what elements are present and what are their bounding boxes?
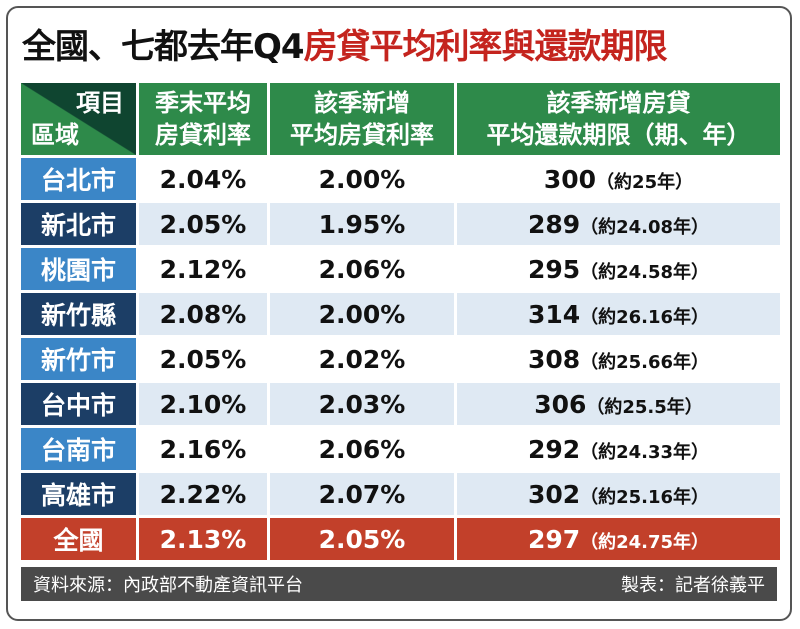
- new-rate-cell: 2.05%: [270, 518, 454, 560]
- rate-cell: 2.12%: [139, 248, 267, 290]
- new-rate-cell: 2.00%: [270, 293, 454, 335]
- rate-cell: 2.13%: [139, 518, 267, 560]
- rate-cell: 2.04%: [139, 158, 267, 200]
- table-row: 新竹縣 2.08% 2.00% 314（約26.16年）: [21, 293, 780, 335]
- header-col2-line1: 該季新增: [314, 89, 410, 117]
- years-value: （約25年）: [596, 171, 694, 193]
- corner-region-label: 區域: [31, 121, 79, 149]
- years-value: （約24.33年）: [580, 441, 710, 463]
- header-repayment-term: 該季新增房貸 平均還款期限（期、年）: [457, 83, 780, 155]
- table-row: 高雄市 2.22% 2.07% 302（約25.16年）: [21, 473, 780, 515]
- rate-cell: 2.10%: [139, 383, 267, 425]
- table-row: 桃園市 2.12% 2.06% 295（約24.58年）: [21, 248, 780, 290]
- header-col1-line2: 房貸利率: [155, 121, 251, 149]
- rate-cell: 2.22%: [139, 473, 267, 515]
- table-row: 台南市 2.16% 2.06% 292（約24.33年）: [21, 428, 780, 470]
- rate-cell: 2.05%: [139, 338, 267, 380]
- header-col2-line2: 平均房貸利率: [290, 121, 434, 149]
- mortgage-table: 項目 區域 季末平均 房貸利率 該季新增 平均房貸利率 該季新增房貸 平均還款期…: [18, 80, 783, 563]
- region-cell: 高雄市: [21, 473, 136, 515]
- term-cell: 300（約25年）: [457, 158, 780, 200]
- periods-value: 300: [543, 164, 597, 194]
- term-cell: 306（約25.5年）: [457, 383, 780, 425]
- header-row: 項目 區域 季末平均 房貸利率 該季新增 平均房貸利率 該季新增房貸 平均還款期…: [21, 83, 780, 155]
- region-cell: 全國: [21, 518, 136, 560]
- table-row: 台中市 2.10% 2.03% 306（約25.5年）: [21, 383, 780, 425]
- new-rate-cell: 2.06%: [270, 248, 454, 290]
- years-value: （約24.08年）: [580, 216, 710, 238]
- term-cell: 308（約25.66年）: [457, 338, 780, 380]
- term-cell: 292（約24.33年）: [457, 428, 780, 470]
- rate-cell: 2.05%: [139, 203, 267, 245]
- new-rate-cell: 2.00%: [270, 158, 454, 200]
- region-cell: 台中市: [21, 383, 136, 425]
- region-cell: 新北市: [21, 203, 136, 245]
- table-row: 台北市 2.04% 2.00% 300（約25年）: [21, 158, 780, 200]
- page-title: 全國、七都去年Q4 房貸平均利率與還款期限: [22, 14, 668, 72]
- new-rate-cell: 2.03%: [270, 383, 454, 425]
- rate-cell: 2.16%: [139, 428, 267, 470]
- years-value: （約24.75年）: [580, 531, 710, 553]
- region-cell: 台北市: [21, 158, 136, 200]
- credit-note: 製表：記者徐義平: [621, 575, 765, 596]
- source-note: 資料來源：內政部不動產資訊平台: [33, 575, 303, 596]
- region-cell: 桃園市: [21, 248, 136, 290]
- periods-value: 308: [527, 344, 581, 374]
- new-rate-cell: 2.06%: [270, 428, 454, 470]
- term-cell: 314（約26.16年）: [457, 293, 780, 335]
- term-cell: 295（約24.58年）: [457, 248, 780, 290]
- region-cell: 新竹市: [21, 338, 136, 380]
- years-value: （約25.5年）: [586, 396, 703, 418]
- periods-value: 314: [527, 299, 581, 329]
- corner-header: 項目 區域: [21, 83, 136, 155]
- years-value: （約25.66年）: [580, 351, 710, 373]
- region-cell: 新竹縣: [21, 293, 136, 335]
- footer-bar: 資料來源：內政部不動產資訊平台 製表：記者徐義平: [21, 567, 777, 601]
- table-row: 新竹市 2.05% 2.02% 308（約25.66年）: [21, 338, 780, 380]
- header-col3-line2: 平均還款期限（期、年）: [486, 121, 751, 149]
- years-value: （約25.16年）: [580, 486, 710, 508]
- header-new-rate: 該季新增 平均房貸利率: [270, 83, 454, 155]
- term-cell: 302（約25.16年）: [457, 473, 780, 515]
- new-rate-cell: 2.02%: [270, 338, 454, 380]
- years-value: （約24.58年）: [580, 261, 710, 283]
- periods-value: 292: [527, 434, 581, 464]
- term-cell: 289（約24.08年）: [457, 203, 780, 245]
- region-cell: 台南市: [21, 428, 136, 470]
- new-rate-cell: 1.95%: [270, 203, 454, 245]
- new-rate-cell: 2.07%: [270, 473, 454, 515]
- total-row: 全國 2.13% 2.05% 297（約24.75年）: [21, 518, 780, 560]
- title-part-2: 房貸平均利率與還款期限: [303, 26, 668, 67]
- corner-item-label: 項目: [76, 89, 124, 117]
- periods-value: 302: [527, 479, 581, 509]
- periods-value: 289: [527, 209, 581, 239]
- periods-value: 295: [527, 254, 581, 284]
- rate-cell: 2.08%: [139, 293, 267, 335]
- term-cell: 297（約24.75年）: [457, 518, 780, 560]
- periods-value: 297: [527, 524, 581, 554]
- periods-value: 306: [534, 389, 587, 419]
- years-value: （約26.16年）: [580, 306, 710, 328]
- table-row: 新北市 2.05% 1.95% 289（約24.08年）: [21, 203, 780, 245]
- header-quarter-end-rate: 季末平均 房貸利率: [139, 83, 267, 155]
- header-col1-line1: 季末平均: [155, 89, 251, 117]
- title-part-1: 全國、七都去年Q4: [22, 26, 305, 67]
- header-col3-line1: 該季新增房貸: [546, 89, 691, 117]
